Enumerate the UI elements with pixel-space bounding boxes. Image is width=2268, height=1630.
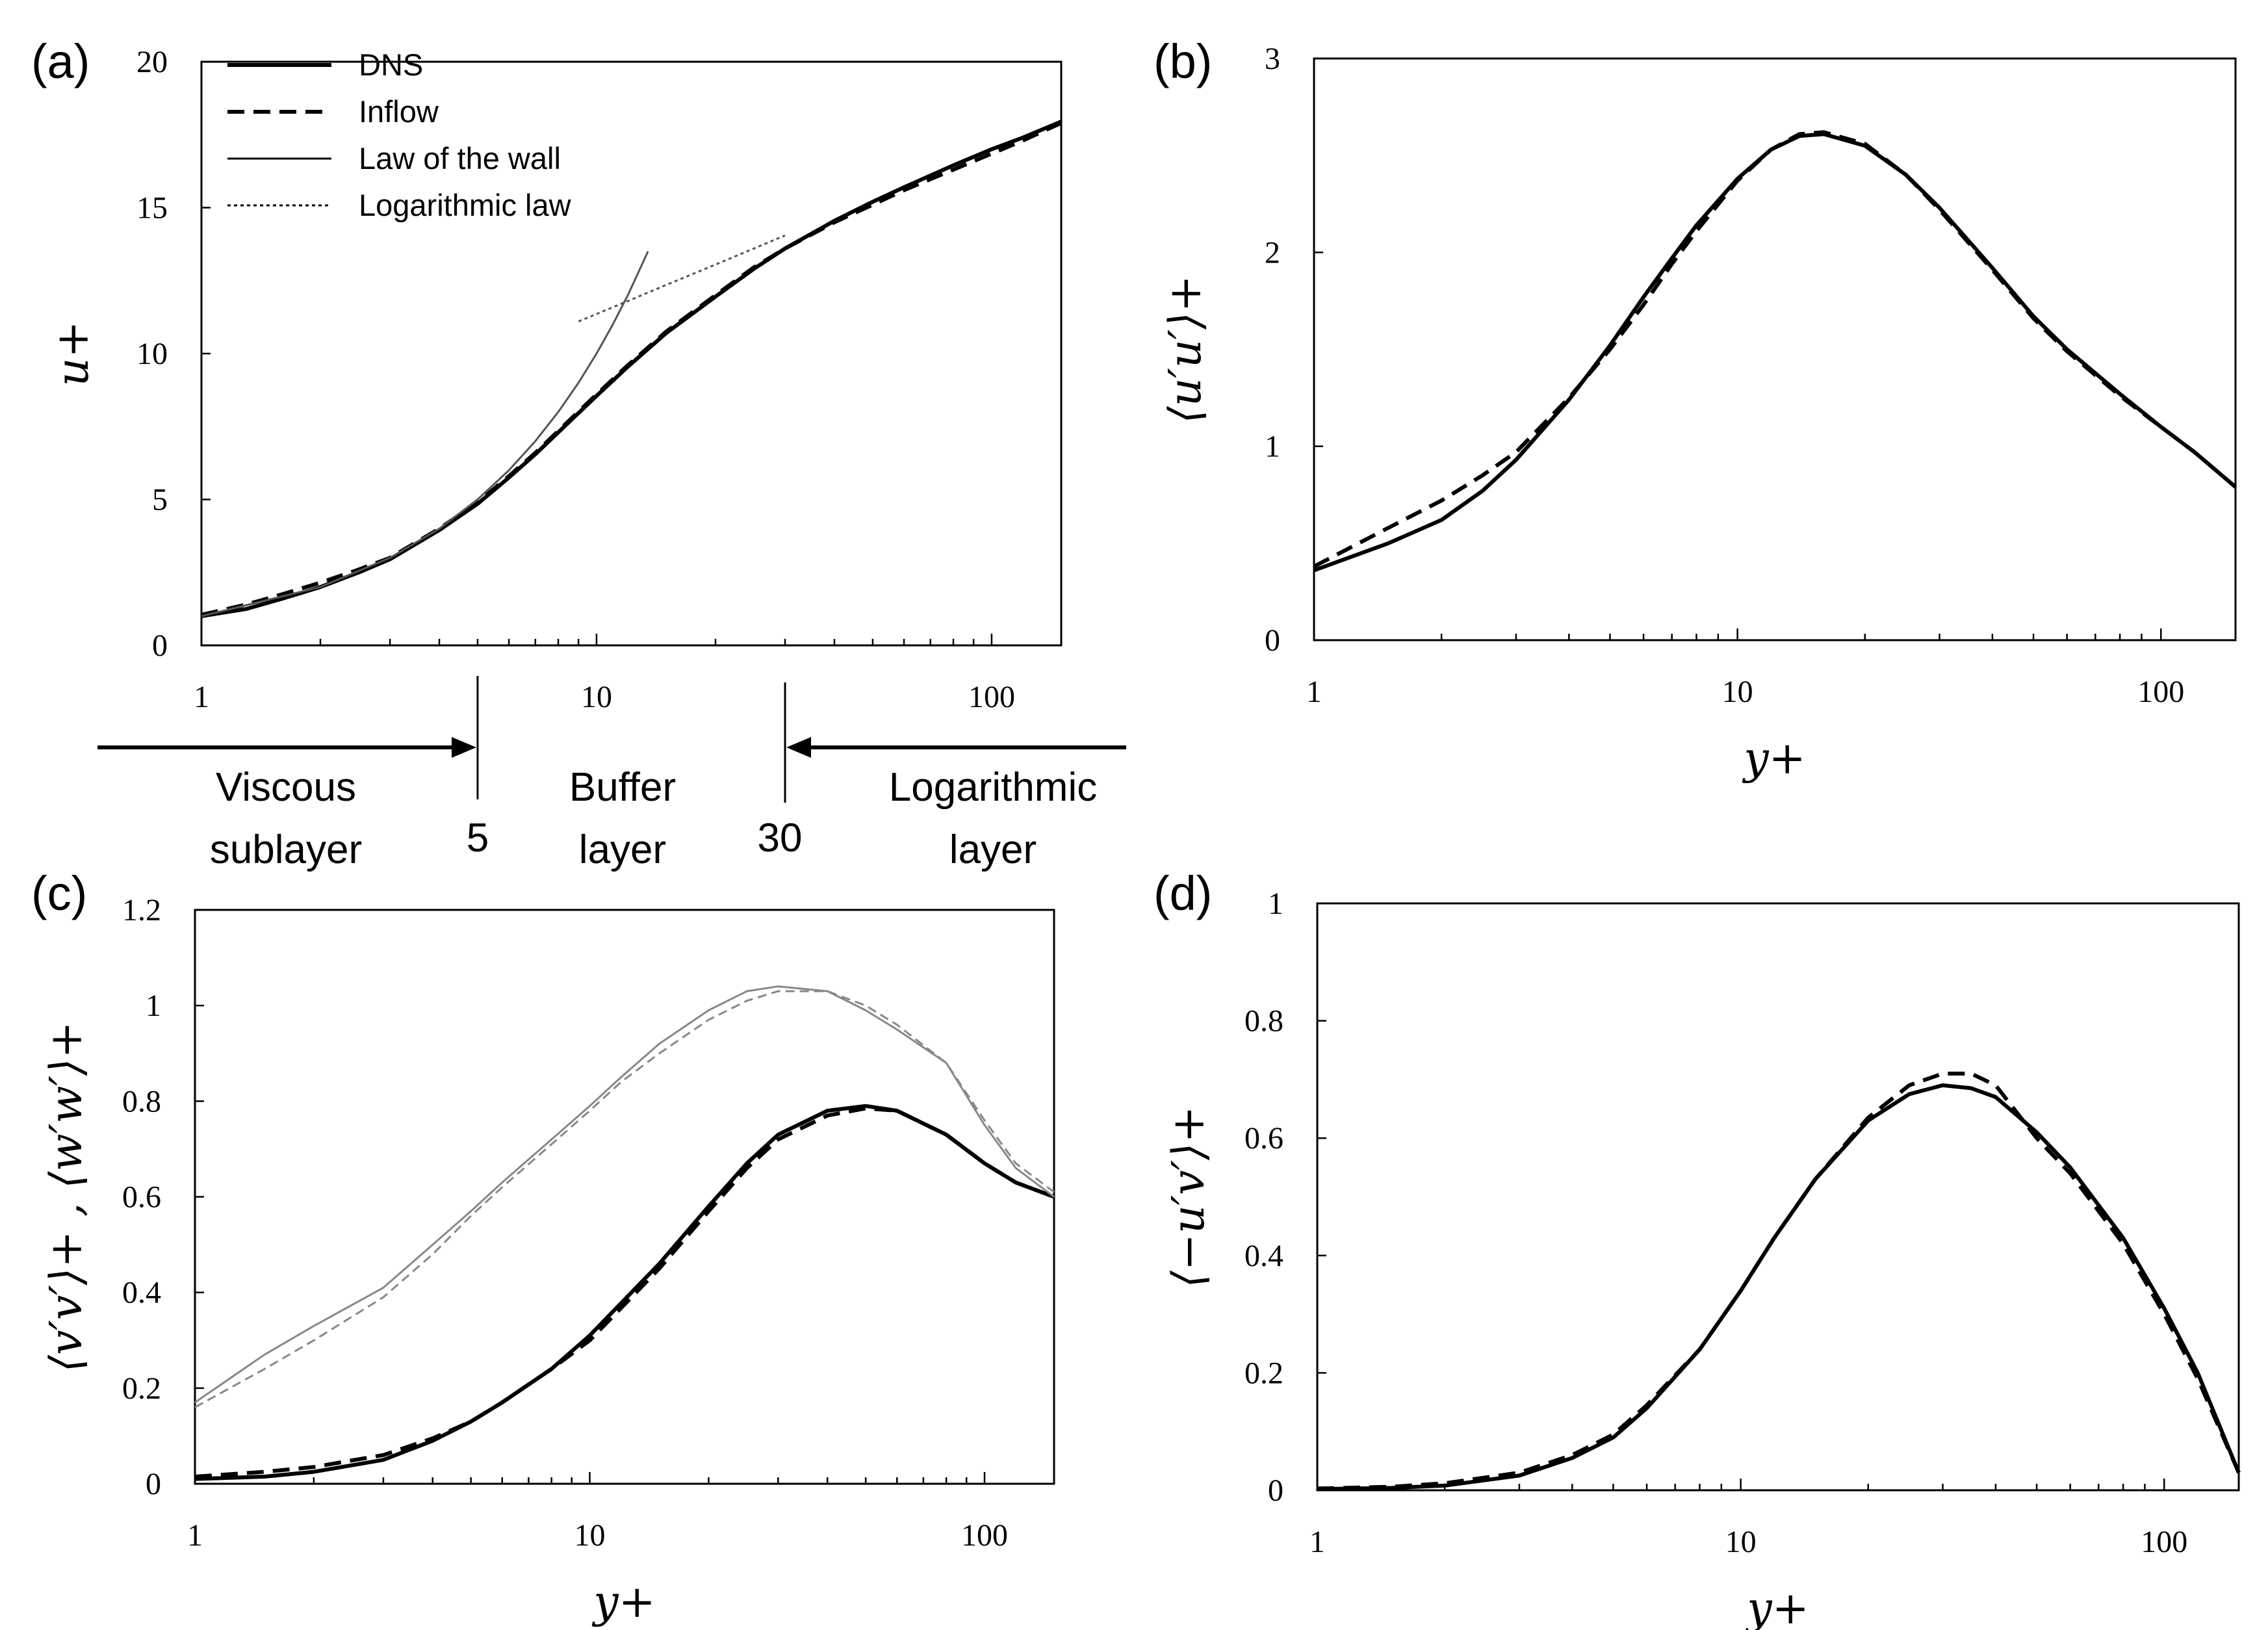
arrow-head	[451, 737, 476, 758]
y-tick-label: 0	[146, 1467, 161, 1501]
series-line-2	[1317, 1071, 2241, 1491]
y-axis-label: ⟨−u′v′⟩+	[1163, 1106, 1215, 1287]
x-tick-label: 100	[2141, 1525, 2187, 1559]
y-tick-label: 1	[146, 989, 161, 1023]
y-tick-label: 1	[1268, 886, 1283, 921]
x-tick-label: 10	[1725, 1525, 1757, 1559]
series-line-1	[194, 1104, 1055, 1481]
panel-label: (d)	[1153, 866, 1212, 920]
y-axis-label: ⟨u′u′⟩+	[1160, 275, 1211, 424]
panel-d: (d) 0 0.2 0.4 0.6 0.8 1 1 10 100 y+ ⟨−u′v′⟩+	[1153, 866, 2241, 1630]
plot-frame	[200, 60, 1063, 647]
y-tick-label: 1	[1265, 430, 1280, 464]
y-tick-label: 0.8	[122, 1084, 161, 1119]
legend-label: Inflow	[359, 94, 439, 129]
series-line-1	[1317, 1083, 2241, 1492]
y-tick-label: 0.6	[122, 1180, 161, 1215]
panel-label: (b)	[1153, 34, 1212, 88]
panel-c: (c) 0 0.2 0.4 0.6 0.8 1 1.2 1 10 100 y+ ⟨v′v′⟩+ , ⟨w…	[31, 866, 1055, 1628]
x-tick-label: 1	[187, 1518, 203, 1553]
region-label: sublayer	[210, 827, 362, 872]
y-tick-label: 0	[152, 628, 168, 663]
x-tick-label: 1	[194, 680, 209, 714]
arrow-head	[786, 737, 812, 758]
y-tick-label: 0.8	[1244, 1004, 1283, 1039]
region-annotations: Viscous sublayer 5 Buffer layer 30 Logarithmic…	[97, 676, 1126, 872]
legend-label: Logarithmic law	[359, 188, 572, 222]
plot-frame	[1316, 902, 2240, 1492]
region-label: Viscous	[216, 765, 356, 810]
y-tick-label: 2	[1265, 235, 1280, 270]
x-axis-label: y+	[1742, 733, 1805, 784]
series-line-3	[201, 251, 649, 617]
x-tick-label: 1	[1306, 675, 1322, 709]
series-line-2	[1313, 130, 2237, 569]
series-line-1	[1313, 132, 2237, 573]
legend: DNS Inflow Law of the wall Logarithmic law	[227, 47, 572, 222]
y-tick-label: 0	[1268, 1473, 1283, 1508]
series-line-3	[194, 985, 1055, 1404]
y-tick-label: 10	[136, 337, 168, 371]
y-axis-label: ⟨v′v′⟩+ , ⟨w′w′⟩+	[41, 1022, 92, 1373]
panel-a: (a) 0 5 10 15 20 1 10 100 u+ DNS Inflow Law of the w…	[31, 34, 1126, 872]
series-line-2	[201, 121, 1063, 617]
y-tick-label: 0.6	[1244, 1121, 1283, 1156]
y-axis-label: u+	[47, 321, 99, 387]
legend-label: Law of the wall	[359, 141, 561, 175]
y-tick-label: 0.2	[1244, 1356, 1283, 1390]
x-tick-label: 1	[1309, 1525, 1325, 1559]
x-axis-label: y+	[1745, 1583, 1809, 1630]
series-line-1	[201, 120, 1063, 619]
x-tick-label: 10	[581, 680, 612, 714]
y-tick-label: 1.2	[122, 893, 161, 927]
x-axis-label: y+	[591, 1577, 655, 1628]
x-tick-label: 10	[1722, 675, 1753, 709]
panel-label: (c)	[31, 866, 87, 920]
region-label: Buffer	[569, 765, 676, 810]
x-tick-label: 100	[2137, 675, 2184, 709]
boundary-label: 30	[758, 816, 803, 860]
y-tick-label: 20	[136, 45, 168, 79]
x-tick-label: 100	[961, 1518, 1008, 1553]
plot-frame	[194, 909, 1055, 1485]
y-tick-label: 5	[152, 483, 168, 517]
y-tick-label: 15	[136, 191, 168, 226]
series-line-4	[194, 990, 1055, 1408]
panel-label: (a)	[31, 34, 90, 88]
y-tick-label: 0.4	[122, 1276, 161, 1310]
x-tick-label: 100	[968, 680, 1015, 714]
region-label: layer	[949, 827, 1037, 872]
series-line-4	[578, 234, 786, 322]
y-tick-label: 3	[1265, 42, 1280, 76]
series-line-2	[194, 1106, 1055, 1479]
region-label: layer	[579, 827, 666, 872]
plot-frame	[1313, 57, 2237, 641]
y-tick-label: 0	[1265, 623, 1280, 658]
legend-label: DNS	[359, 47, 423, 82]
boundary-label: 5	[467, 816, 489, 860]
region-label: Logarithmic	[889, 765, 1097, 810]
y-tick-label: 0.4	[1244, 1239, 1283, 1273]
y-tick-label: 0.2	[122, 1371, 161, 1406]
x-tick-label: 10	[574, 1518, 606, 1553]
